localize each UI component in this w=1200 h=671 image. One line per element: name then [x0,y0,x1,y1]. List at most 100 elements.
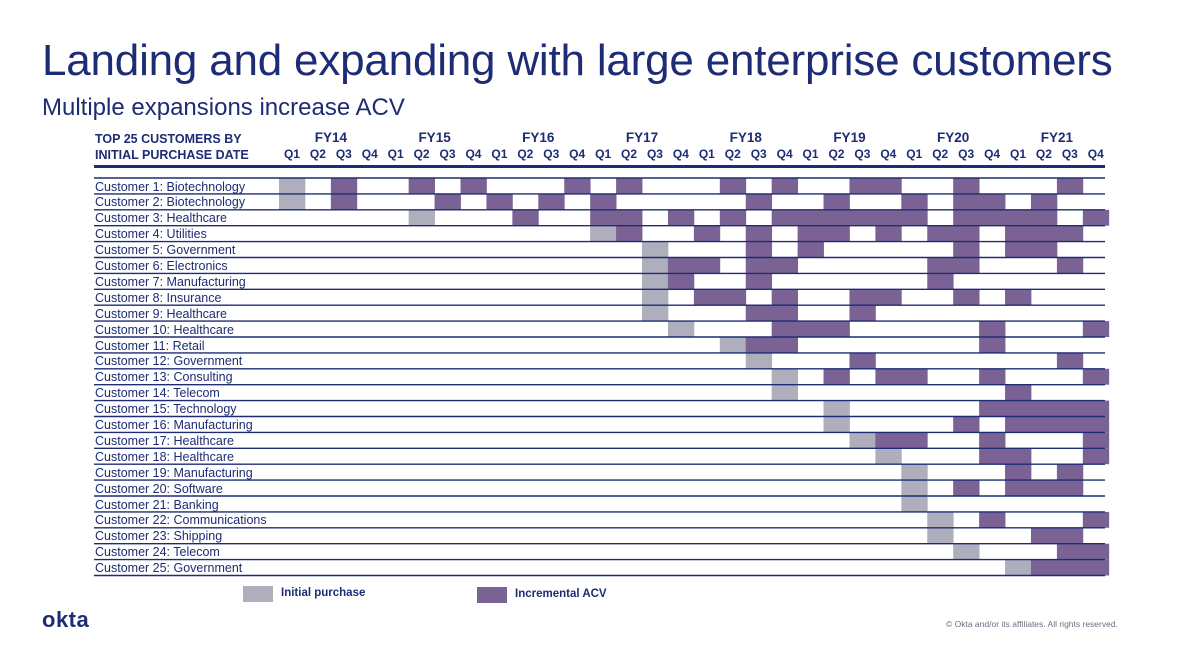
customer-label: Customer 11: Retail [95,338,205,353]
quarter-label: Q1 [698,147,715,161]
incremental-acv-cell [1030,225,1058,242]
incremental-acv-cell [927,225,954,242]
incremental-acv-cell [590,209,617,226]
quarter-label: Q4 [880,147,897,161]
incremental-acv-cell [745,257,773,274]
incremental-acv-cell [719,289,747,306]
initial-purchase-cell [875,448,902,465]
quarter-label: Q4 [361,147,378,161]
legend-initial-label: Initial purchase [281,587,366,599]
quarter-label: Q2 [413,147,430,161]
initial-purchase-cell [590,225,617,242]
incremental-acv-cell [1082,448,1110,465]
incremental-acv-cell [979,321,1006,337]
incremental-acv-cell [1005,225,1032,242]
incremental-acv-cell [849,352,876,369]
incremental-acv-cell [1056,257,1084,274]
table-corner-header: TOP 25 CUSTOMERS BY INITIAL PURCHASE DAT… [95,131,249,163]
initial-purchase-cell [642,289,669,306]
legend-incremental-swatch [477,587,507,603]
incremental-acv-cell [1030,400,1058,417]
incremental-acv-cell [590,193,617,210]
initial-purchase-cell [1005,559,1032,576]
incremental-acv-cell [927,273,954,290]
incremental-acv-cell [771,257,798,274]
incremental-acv-cell [1005,464,1032,481]
fiscal-year-label: FY15 [418,130,451,145]
incremental-acv-cell [1082,321,1110,337]
incremental-acv-cell [797,321,824,337]
initial-purchase-cell [927,511,954,528]
customer-label: Customer 6: Electronics [95,259,228,273]
customer-label: Customer 5: Government [95,243,236,258]
incremental-acv-cell [979,193,1006,210]
initial-purchase-cell [642,257,669,274]
incremental-acv-cell [1056,480,1084,496]
quarter-label: Q2 [932,147,949,161]
incremental-acv-cell [460,178,487,194]
quarter-label: Q2 [621,147,638,161]
customer-label: Customer 20: Software [95,481,223,496]
incremental-acv-cell [875,368,902,385]
quarter-label: Q1 [802,147,819,161]
copyright-notice: © Okta and/or its affiliates. All rights… [946,619,1118,629]
initial-purchase-cell [667,321,695,337]
customer-label: Customer 14: Telecom [95,386,220,401]
quarter-label: Q3 [958,147,975,161]
customer-label: Customer 18: Healthcare [95,449,234,464]
initial-purchase-cell [642,273,669,290]
customer-label: Customer 19: Manufacturing [95,465,253,480]
incremental-acv-cell [1005,209,1032,226]
initial-purchase-cell [823,400,850,417]
quarter-label: Q2 [724,147,741,161]
incremental-acv-cell [1005,400,1032,417]
fiscal-year-label: FY19 [833,130,866,145]
incremental-acv-cell [538,193,565,210]
legend-initial-swatch [243,586,273,602]
customer-label: Customer 10: Healthcare [95,322,234,337]
incremental-acv-cell [1005,241,1032,258]
customer-label: Customer 4: Utilities [95,227,207,242]
customer-label: Customer 22: Communications [95,513,267,528]
incremental-acv-cell [1030,480,1058,496]
customer-label: Customer 16: Manufacturing [95,418,253,432]
incremental-acv-cell [745,305,773,322]
incremental-acv-cell [823,368,850,385]
quarter-label: Q1 [906,147,923,161]
incremental-acv-cell [953,225,980,242]
incremental-acv-cell [1030,241,1058,258]
fiscal-year-label: FY14 [314,130,347,145]
initial-purchase-cell [279,193,306,210]
header-rule [94,165,1105,168]
incremental-acv-cell [616,178,643,194]
incremental-acv-cell [901,193,928,210]
quarter-label: Q1 [283,147,300,161]
incremental-acv-cell [667,209,695,226]
quarter-label: Q1 [1009,147,1026,161]
incremental-acv-cell [771,178,798,194]
incremental-acv-cell [875,289,902,306]
incremental-acv-cell [823,209,850,226]
incremental-acv-cell [979,368,1006,385]
quarter-label: Q3 [335,147,352,161]
initial-purchase-cell [823,416,850,433]
incremental-acv-cell [1030,527,1058,544]
incremental-acv-cell [1082,511,1110,528]
customer-label: Customer 24: Telecom [95,545,220,560]
incremental-acv-cell [875,209,902,226]
incremental-acv-cell [979,337,1006,353]
incremental-acv-cell [797,241,824,258]
quarter-label: Q4 [1087,147,1104,161]
incremental-acv-cell [745,193,773,210]
incremental-acv-cell [953,241,980,258]
incremental-acv-cell [1056,352,1084,369]
customer-label: Customer 12: Government [95,354,243,369]
incremental-acv-cell [875,178,902,194]
incremental-acv-cell [875,432,902,449]
customer-label: Customer 25: Government [95,561,243,576]
incremental-acv-cell [1005,416,1032,433]
incremental-acv-cell [564,178,591,194]
customer-label: Customer 8: Insurance [95,290,222,305]
customer-label: Customer 7: Manufacturing [95,274,246,289]
